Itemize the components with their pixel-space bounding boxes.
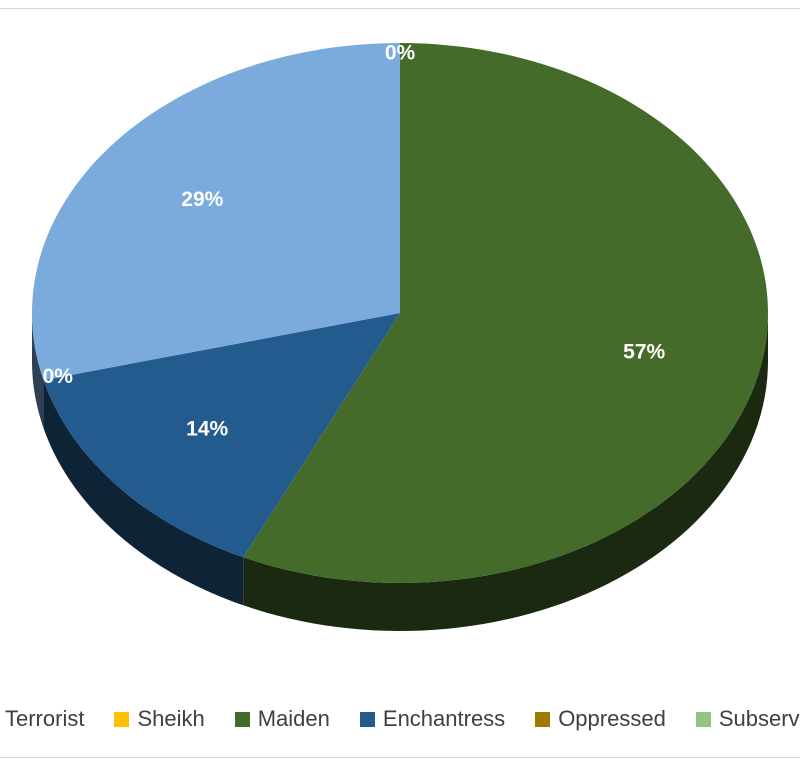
pie-slice-subservient (31, 43, 400, 381)
legend-item-sheikh: Sheikh (114, 706, 205, 732)
legend-label-oppressed: Oppressed (558, 706, 666, 731)
legend-item-oppressed: Oppressed (535, 706, 666, 732)
legend-item-enchantress: Enchantress (359, 706, 506, 732)
pie-chart: 0% 57% 14% 0% 29% (31, 41, 769, 631)
pie-side-walls (32, 313, 768, 631)
data-label-maiden: 57% (623, 341, 665, 364)
legend-item-maiden: Maiden (234, 706, 330, 732)
legend-label-enchantress: Enchantress (382, 706, 506, 731)
legend-label-terrorist: Terrorist (5, 706, 85, 731)
legend-item-subservient: Subservient (695, 706, 800, 732)
pie-slice-maiden (243, 43, 769, 584)
pie-data-labels: 0% 57% 14% 0% 29% (43, 41, 666, 440)
legend: Terrorist Sheikh Maiden Enchantress Oppr… (0, 706, 800, 732)
chart-area: 0% 57% 14% 0% 29% Terrorist Sheikh Maiden En… (0, 8, 800, 758)
legend-label-maiden: Maiden (257, 706, 330, 731)
legend-label-subservient: Subservient (718, 706, 800, 731)
pie-side-subservient (32, 313, 44, 429)
pie-slice-enchantress (43, 313, 401, 558)
legend-swatch-maiden (234, 711, 250, 727)
data-label-subservient: 29% (181, 188, 223, 211)
data-label-oppressed: 0% (43, 365, 74, 388)
legend-swatch-sheikh (114, 711, 130, 727)
pie-side-maiden (243, 313, 768, 631)
data-label-terrorist: 0% (385, 41, 416, 64)
pie-side-enchantress (43, 380, 244, 606)
legend-label-sheikh: Sheikh (137, 706, 205, 731)
legend-swatch-subservient (695, 711, 711, 727)
legend-swatch-oppressed (535, 711, 551, 727)
legend-item-terrorist: Terrorist (0, 706, 84, 732)
data-label-enchantress: 14% (186, 418, 228, 441)
legend-swatch-enchantress (359, 711, 375, 727)
pie-slices (31, 43, 769, 584)
